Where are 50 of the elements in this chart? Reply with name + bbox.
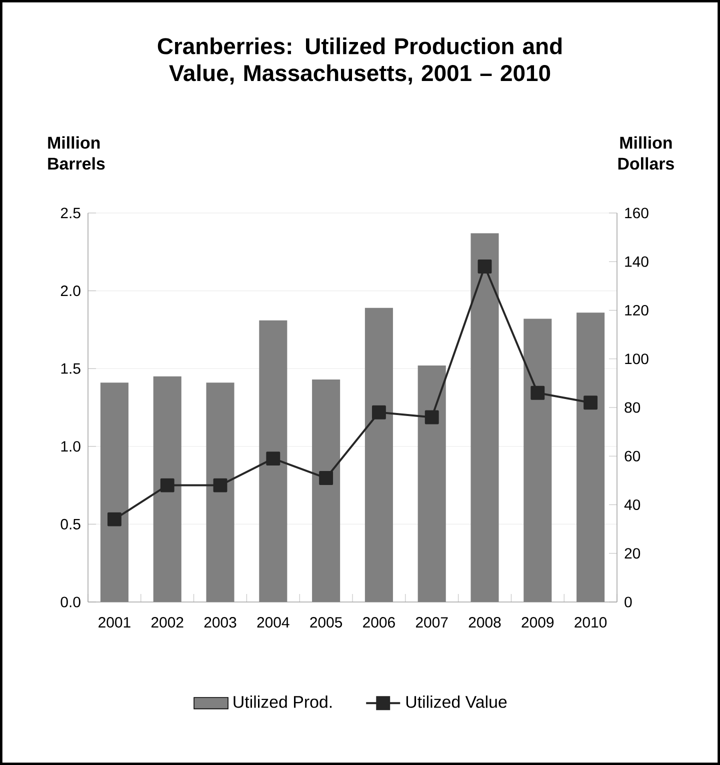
x-tick-label: 2007 bbox=[416, 617, 448, 628]
x-tick-label: 2008 bbox=[468, 617, 501, 628]
legend-label: Utilized Prod. bbox=[234, 695, 332, 708]
point bbox=[530, 386, 545, 400]
y2-tick-label: 20 bbox=[624, 548, 640, 559]
y-tick-label: 1.5 bbox=[61, 363, 80, 374]
bar bbox=[100, 382, 128, 602]
y-axis-title: Million Barrels bbox=[48, 136, 105, 170]
point bbox=[107, 512, 122, 526]
bar bbox=[524, 318, 552, 602]
point bbox=[478, 260, 492, 274]
x-tick-label: 2009 bbox=[522, 617, 554, 628]
y2-tick-label: 140 bbox=[625, 256, 648, 267]
x-tick-label: 2004 bbox=[257, 617, 290, 628]
x-tick-label: 2005 bbox=[310, 617, 342, 628]
bar bbox=[153, 376, 182, 602]
legend-label: Utilized Value bbox=[406, 695, 507, 708]
bar bbox=[576, 312, 605, 602]
y2-axis-title: Million Dollars bbox=[618, 136, 674, 170]
chart-title: Cranberries: Utilized Production and Value, Massachusetts, 2001 – 2010 bbox=[158, 37, 562, 85]
bar bbox=[312, 379, 340, 602]
y2-tick-label: 80 bbox=[624, 402, 640, 413]
y2-tick-label: 60 bbox=[624, 450, 640, 462]
y2-tick-label: 0 bbox=[624, 596, 632, 608]
y-tick-label: 2.0 bbox=[60, 286, 80, 296]
point bbox=[319, 471, 334, 485]
point bbox=[266, 452, 280, 466]
bar bbox=[259, 320, 288, 602]
y2-tick-label: 120 bbox=[625, 304, 648, 316]
point bbox=[213, 478, 228, 492]
y-tick-label: 1.0 bbox=[61, 441, 80, 452]
point bbox=[424, 410, 439, 424]
y-tick-label: 0.0 bbox=[60, 596, 80, 608]
y2-tick-label: 100 bbox=[625, 354, 648, 364]
bar bbox=[206, 382, 234, 602]
x-tick-label: 2010 bbox=[574, 617, 607, 628]
point bbox=[372, 405, 386, 420]
point bbox=[160, 478, 174, 492]
x-tick-label: 2006 bbox=[363, 617, 395, 628]
x-tick-label: 2003 bbox=[204, 617, 236, 628]
y-tick-label: 2.5 bbox=[60, 208, 80, 218]
bar bbox=[470, 233, 499, 602]
bar bbox=[364, 308, 393, 602]
x-tick-label: 2002 bbox=[151, 617, 184, 628]
y2-tick-label: 160 bbox=[625, 208, 648, 218]
y-tick-label: 0.5 bbox=[60, 518, 80, 530]
x-tick-label: 2001 bbox=[98, 617, 130, 628]
bar bbox=[418, 365, 446, 602]
y2-tick-label: 40 bbox=[624, 499, 640, 510]
point bbox=[584, 396, 598, 410]
